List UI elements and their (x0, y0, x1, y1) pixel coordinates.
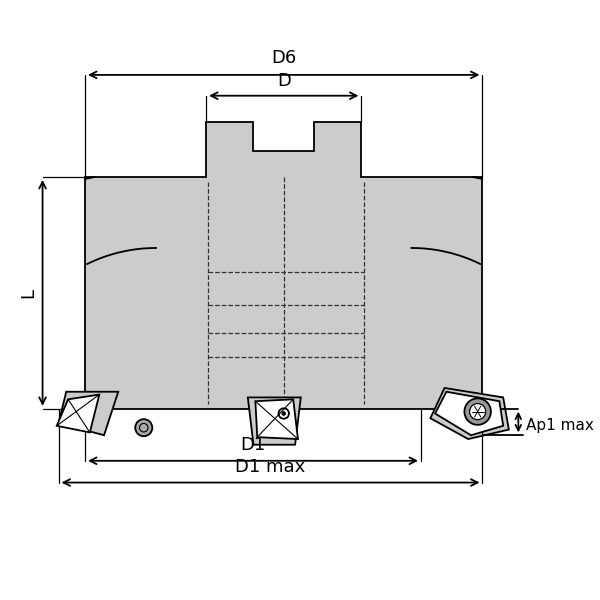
Polygon shape (248, 397, 301, 445)
Polygon shape (430, 388, 509, 439)
Text: D1 max: D1 max (235, 458, 305, 476)
Circle shape (464, 398, 491, 425)
Circle shape (470, 404, 485, 419)
Polygon shape (256, 400, 298, 439)
Text: D: D (277, 72, 290, 90)
Text: Ap1 max: Ap1 max (526, 418, 594, 433)
Polygon shape (59, 392, 118, 435)
Text: D1: D1 (241, 436, 266, 454)
Circle shape (282, 412, 286, 415)
Polygon shape (57, 395, 100, 433)
Text: L: L (19, 288, 37, 298)
Circle shape (135, 419, 152, 436)
Polygon shape (85, 122, 482, 409)
Polygon shape (435, 392, 503, 435)
Text: D6: D6 (271, 49, 296, 67)
